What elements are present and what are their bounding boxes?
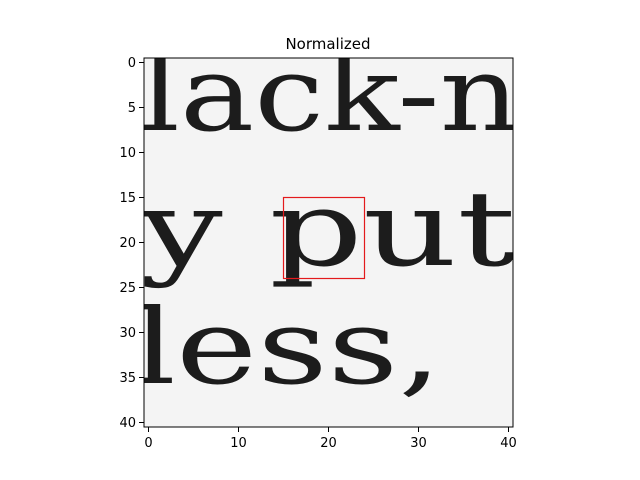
y-tick-label: 25 [119, 281, 136, 296]
x-tick-label: 40 [500, 436, 517, 451]
y-tick-label: 35 [119, 371, 136, 386]
svg-text:y put: y put [139, 168, 516, 290]
y-tick-label: 40 [119, 416, 136, 431]
x-tick-label: 0 [144, 436, 152, 451]
y-tick-label: 20 [119, 236, 136, 251]
y-tick-label: 0 [128, 56, 136, 71]
y-tick-label: 10 [119, 146, 136, 161]
x-tick-label: 30 [410, 436, 427, 451]
chart-title: Normalized [285, 35, 370, 53]
y-tick-label: 30 [119, 326, 136, 341]
y-tick-label: 5 [128, 101, 136, 116]
heatmap-image: lack-n y put less, [132, 33, 520, 427]
svg-text:less,: less, [132, 286, 442, 408]
x-tick-label: 10 [230, 436, 247, 451]
y-tick-label: 15 [119, 191, 136, 206]
x-tick-label: 20 [320, 436, 337, 451]
